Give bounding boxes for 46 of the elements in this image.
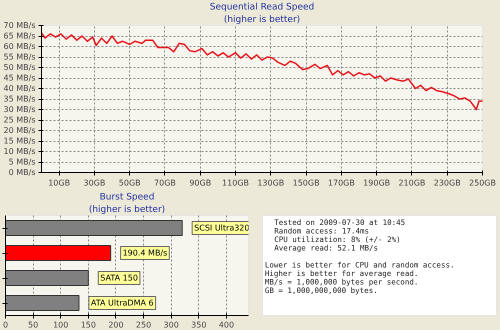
y-tick-label: 70 MB/s: [4, 21, 36, 30]
y-tick-label: 25 MB/s: [4, 116, 36, 124]
x-tick-label: 200: [108, 320, 124, 330]
x-tick-label: 350: [191, 320, 206, 330]
y-tick-label: 5 MB/s: [8, 158, 36, 166]
y-tick-label: 55 MB/s: [4, 52, 36, 62]
y-tick-label: 40 MB/s: [4, 84, 36, 93]
data-label: 190.4 MB/s: [122, 248, 168, 258]
y-tick-label: 20 MB/s: [4, 126, 36, 135]
x-tick-label: 190GB: [363, 178, 390, 188]
y-tick-label: 65 MB/s: [4, 32, 36, 40]
x-tick-label: 150GB: [292, 178, 320, 188]
data-label: ATA UltraDMA 6: [90, 298, 154, 308]
x-tick-label: 250GB: [469, 178, 496, 188]
y-tick-label: 35 MB/s: [4, 94, 36, 104]
chart-title: Burst Speed: [100, 192, 154, 202]
x-tick-label: 50: [28, 320, 38, 330]
chart-subtitle: (higher is better): [88, 205, 166, 215]
x-tick-label: 50GB: [118, 178, 141, 188]
line-series: [42, 32, 482, 110]
x-tick-label: 150: [80, 320, 96, 330]
x-tick-label: 30GB: [83, 178, 106, 188]
x-tick-label: 400: [218, 320, 234, 330]
x-tick-label: 250: [136, 320, 152, 330]
y-tick-label: 15 MB/s: [4, 136, 36, 146]
x-tick-label: 170GB: [328, 178, 355, 188]
x-tick-label: 100: [53, 320, 68, 330]
data-label: SATA 150: [100, 274, 138, 282]
chart-title: Sequential Read Speed: [210, 2, 314, 12]
y-tick-label: 10 MB/s: [4, 147, 36, 156]
x-tick-label: 70GB: [154, 178, 176, 188]
x-tick-label: 210GB: [398, 178, 426, 188]
x-tick-label: 10GB: [48, 178, 70, 188]
x-tick-label: 110GB: [222, 178, 250, 188]
x-tick-label: 0: [2, 320, 8, 330]
x-tick-label: 300: [164, 320, 179, 330]
y-tick-label: 30 MB/s: [4, 105, 36, 114]
y-tick-label: 0 MB/s: [8, 168, 36, 177]
x-tick-label: 90GB: [189, 178, 212, 188]
y-tick-label: 60 MB/s: [4, 42, 36, 51]
bar: [6, 245, 112, 261]
x-tick-label: 130GB: [257, 178, 284, 188]
y-tick-label: 45 MB/s: [4, 74, 36, 82]
x-tick-label: 230GB: [434, 178, 461, 188]
y-tick-label: 50 MB/s: [4, 63, 36, 72]
chart-subtitle: (higher is better): [224, 15, 300, 25]
